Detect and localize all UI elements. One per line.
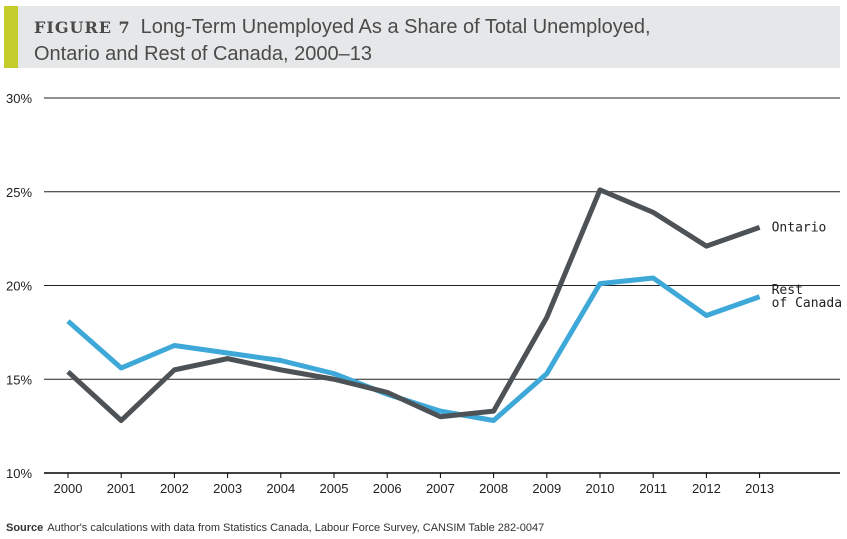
source-label: Source — [6, 522, 44, 534]
y-axis-ticks: 10% 15% 20% 25% 30% — [6, 91, 32, 481]
y-tick-label-20: 20% — [6, 279, 32, 294]
header-accent-bar — [4, 6, 18, 68]
series-label-ontario: Ontario — [772, 220, 827, 235]
x-tick-label-2005: 2005 — [320, 481, 349, 496]
gridlines — [44, 97, 840, 474]
y-tick-label-30: 30% — [6, 91, 32, 106]
x-tick-label-2006: 2006 — [373, 481, 402, 496]
line-chart: 10% 15% 20% 25% 30% 2000 2001 2002 2003 2004 2005… — [6, 91, 842, 496]
x-tick-label-2009: 2009 — [532, 481, 561, 496]
x-tick-label-2000: 2000 — [54, 481, 83, 496]
series-lines — [66, 187, 761, 423]
y-tick-label-25: 25% — [6, 185, 32, 200]
x-tick-label-2002: 2002 — [160, 481, 189, 496]
x-tick-label-2003: 2003 — [213, 481, 242, 496]
x-tick-label-2011: 2011 — [639, 481, 667, 496]
source-text: Author's calculations with data from Sta… — [47, 522, 545, 534]
figure-header: FIGURE 7 Long-Term Unemployed As a Share … — [4, 6, 840, 68]
x-tick-label-2004: 2004 — [266, 481, 295, 496]
title-line-2: Ontario and Rest of Canada, 2000–13 — [34, 43, 373, 65]
x-tick-label-2013: 2013 — [745, 481, 774, 496]
x-tick-label-2001: 2001 — [107, 481, 136, 496]
y-tick-label-10: 10% — [6, 466, 32, 481]
series-line-ontario — [66, 187, 761, 423]
figure-label: FIGURE 7 — [34, 18, 131, 37]
x-tick-label-2008: 2008 — [479, 481, 508, 496]
figure-title: FIGURE 7 Long-Term Unemployed As a Share … — [34, 14, 651, 67]
series-line-rest-of-canada — [66, 275, 761, 423]
x-tick-label-2010: 2010 — [586, 481, 615, 496]
x-axis-ticks: 2000 2001 2002 2003 2004 2005 2006 2007 2008 2009… — [54, 473, 774, 496]
source-note: Source Author's calculations with data fr… — [6, 522, 544, 534]
series-label-rest-of-canada-line-1: Rest — [772, 283, 803, 298]
x-tick-label-2012: 2012 — [692, 481, 721, 496]
title-line-1: Long-Term Unemployed As a Share of Total… — [140, 16, 651, 38]
series-label-rest-of-canada-line-2: of Canada — [772, 296, 842, 311]
y-tick-label-15: 15% — [6, 372, 32, 387]
x-tick-label-2007: 2007 — [426, 481, 455, 496]
